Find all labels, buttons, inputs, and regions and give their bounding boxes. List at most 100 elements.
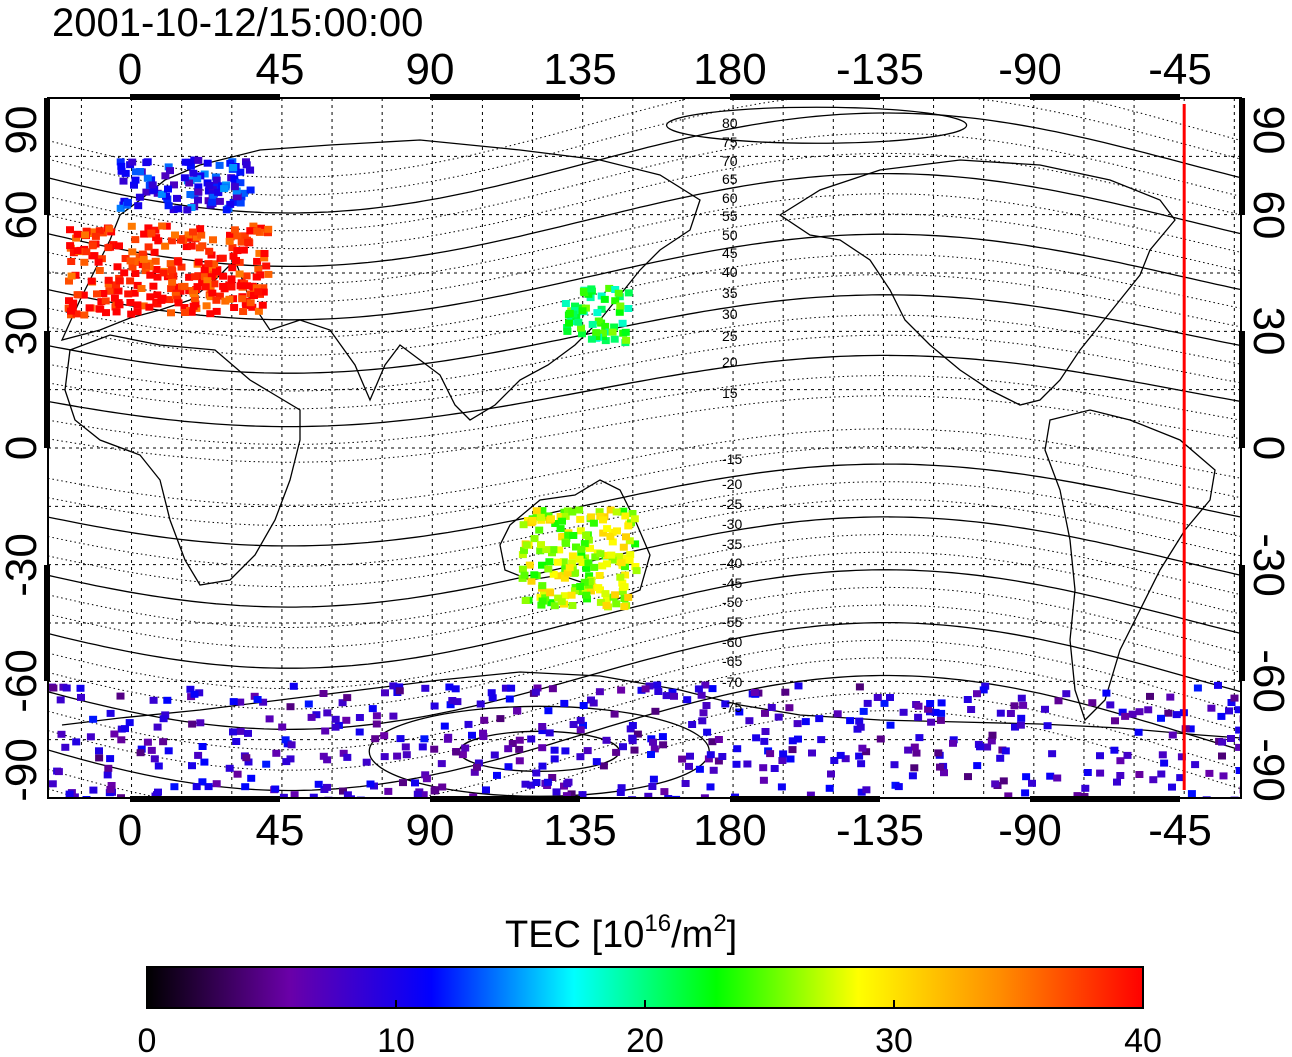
tec-pixel (487, 689, 496, 697)
contour-label: 50 (722, 227, 738, 243)
contour-line (48, 657, 1241, 771)
tec-pixel (1172, 711, 1181, 719)
tec-pixel (552, 788, 561, 796)
tec-pixel (530, 535, 539, 543)
tec-pixel (458, 751, 467, 759)
tec-pixel (402, 751, 411, 759)
tec-pixel (1081, 784, 1090, 792)
tec-pixel (57, 730, 66, 738)
tec-pixel (586, 544, 594, 552)
tec-pixel (1160, 759, 1169, 767)
tec-pixel (767, 704, 776, 711)
tec-pixel (542, 546, 551, 554)
contour-line (48, 463, 1241, 547)
tec-pixel (138, 250, 147, 258)
tec-pixel (501, 684, 510, 692)
tec-pixel (963, 696, 972, 703)
tec-pixel (451, 685, 460, 693)
tec-pixel (105, 287, 114, 295)
tec-pixel (253, 227, 262, 235)
tec-pixel (570, 587, 579, 595)
tec-pixel (625, 556, 634, 564)
tec-pixel (536, 513, 545, 521)
tec-pixel (150, 755, 159, 763)
tec-pixel (618, 319, 627, 327)
contour-line (48, 193, 1241, 285)
tec-pixel (240, 189, 248, 197)
tec-pixel (121, 169, 130, 177)
tec-pixel (619, 543, 628, 551)
tec-pixel (187, 308, 196, 316)
tec-pixel (934, 749, 943, 757)
tec-pixel (73, 247, 82, 255)
contour-line (48, 354, 1241, 428)
tec-pixel (686, 752, 694, 760)
tec-pixel (578, 330, 586, 338)
tec-pixel (470, 768, 479, 776)
tec-pixel (411, 779, 419, 787)
tec-pixel (565, 309, 574, 317)
tec-pixel (575, 506, 584, 514)
tec-pixel (312, 711, 321, 719)
tec-pixel (146, 271, 155, 279)
tec-pixel (170, 181, 178, 189)
tec-pixel (563, 507, 572, 515)
tec-pixel (488, 694, 497, 702)
tec-pixel (193, 175, 202, 183)
tec-pixel (620, 603, 629, 611)
tec-pixel (212, 296, 221, 304)
tec-pixel (999, 777, 1008, 785)
top-tick-label: -90 (998, 45, 1062, 94)
tec-pixel (766, 750, 775, 758)
tec-pixel (553, 558, 562, 566)
bottom-tick-label: 0 (118, 806, 142, 855)
tec-pixel (107, 782, 116, 789)
tec-pixel (536, 547, 545, 555)
contour-label: 20 (722, 354, 738, 370)
tec-pixel (628, 734, 637, 742)
contour-label: 60 (722, 190, 738, 206)
tec-pixel (1230, 694, 1239, 702)
tec-pixel (536, 593, 545, 601)
tec-pixel (619, 743, 627, 751)
tec-pixel (201, 283, 210, 291)
tec-pixel (855, 717, 864, 725)
tec-pixel (290, 791, 299, 798)
contour-label: -45 (722, 575, 742, 591)
tec-pixel (678, 755, 687, 763)
tec-pixel (1164, 709, 1173, 717)
tec-pixel (596, 550, 605, 558)
tec-pixel (562, 792, 571, 798)
tec-pixel (894, 783, 903, 791)
tec-pixel (915, 734, 924, 742)
top-tick-label: 0 (118, 45, 142, 94)
tec-pixel (191, 273, 199, 281)
tec-pixel (437, 760, 446, 768)
tec-pixel (579, 702, 588, 709)
tec-pixel (709, 766, 718, 774)
tec-pixel (80, 311, 89, 319)
tec-pixel (113, 263, 122, 271)
tec-pixel (194, 188, 203, 196)
tec-pixel (152, 266, 161, 273)
tec-pixel (246, 299, 255, 307)
right-tick-label: -90 (1244, 738, 1292, 802)
tec-pixel (215, 161, 224, 169)
tec-pixel (421, 771, 430, 779)
tec-pixel (1168, 783, 1176, 791)
tec-pixel (556, 513, 565, 520)
tec-pixel (110, 294, 119, 302)
tec-pixel (899, 708, 908, 716)
tec-pixel (582, 564, 591, 572)
tec-pixel (259, 698, 268, 706)
tec-pixel (173, 295, 182, 303)
tec-pixel (395, 683, 404, 691)
tec-pixel (180, 174, 189, 182)
tec-pixel (1234, 706, 1241, 714)
tec-pixel (602, 736, 611, 744)
tec-pixel (222, 206, 231, 214)
tec-pixel (226, 159, 235, 167)
tec-pixel (212, 176, 221, 184)
tec-pixel (131, 176, 140, 184)
tec-pixel (564, 778, 573, 786)
